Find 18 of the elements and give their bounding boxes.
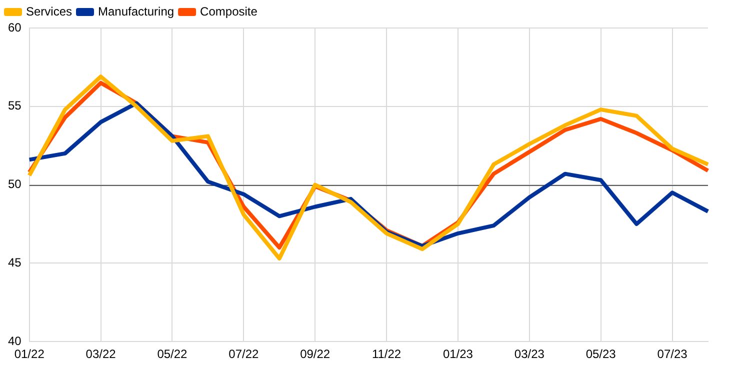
legend-label: Manufacturing [98, 4, 174, 18]
x-tick-label: 05/23 [586, 347, 616, 362]
y-tick-label: 60 [8, 20, 22, 34]
x-tick-label: 11/22 [372, 347, 402, 362]
x-tick-label: 01/22 [14, 347, 45, 362]
legend-label: Composite [200, 4, 258, 18]
x-tick-label: 07/23 [657, 347, 688, 362]
legend-label: Services [26, 4, 72, 18]
y-tick-label: 40 [8, 334, 22, 348]
x-tick-label: 01/23 [442, 347, 474, 362]
y-tick-label: 55 [8, 98, 22, 113]
x-tick-label: 03/22 [86, 347, 116, 362]
x-tick-label: 05/22 [157, 347, 188, 362]
x-tick-label: 09/22 [300, 347, 330, 362]
y-tick-label: 45 [8, 256, 22, 270]
x-tick-label: 07/22 [228, 347, 259, 362]
y-tick-label: 50 [8, 177, 22, 192]
x-tick-label: 03/23 [514, 347, 545, 362]
